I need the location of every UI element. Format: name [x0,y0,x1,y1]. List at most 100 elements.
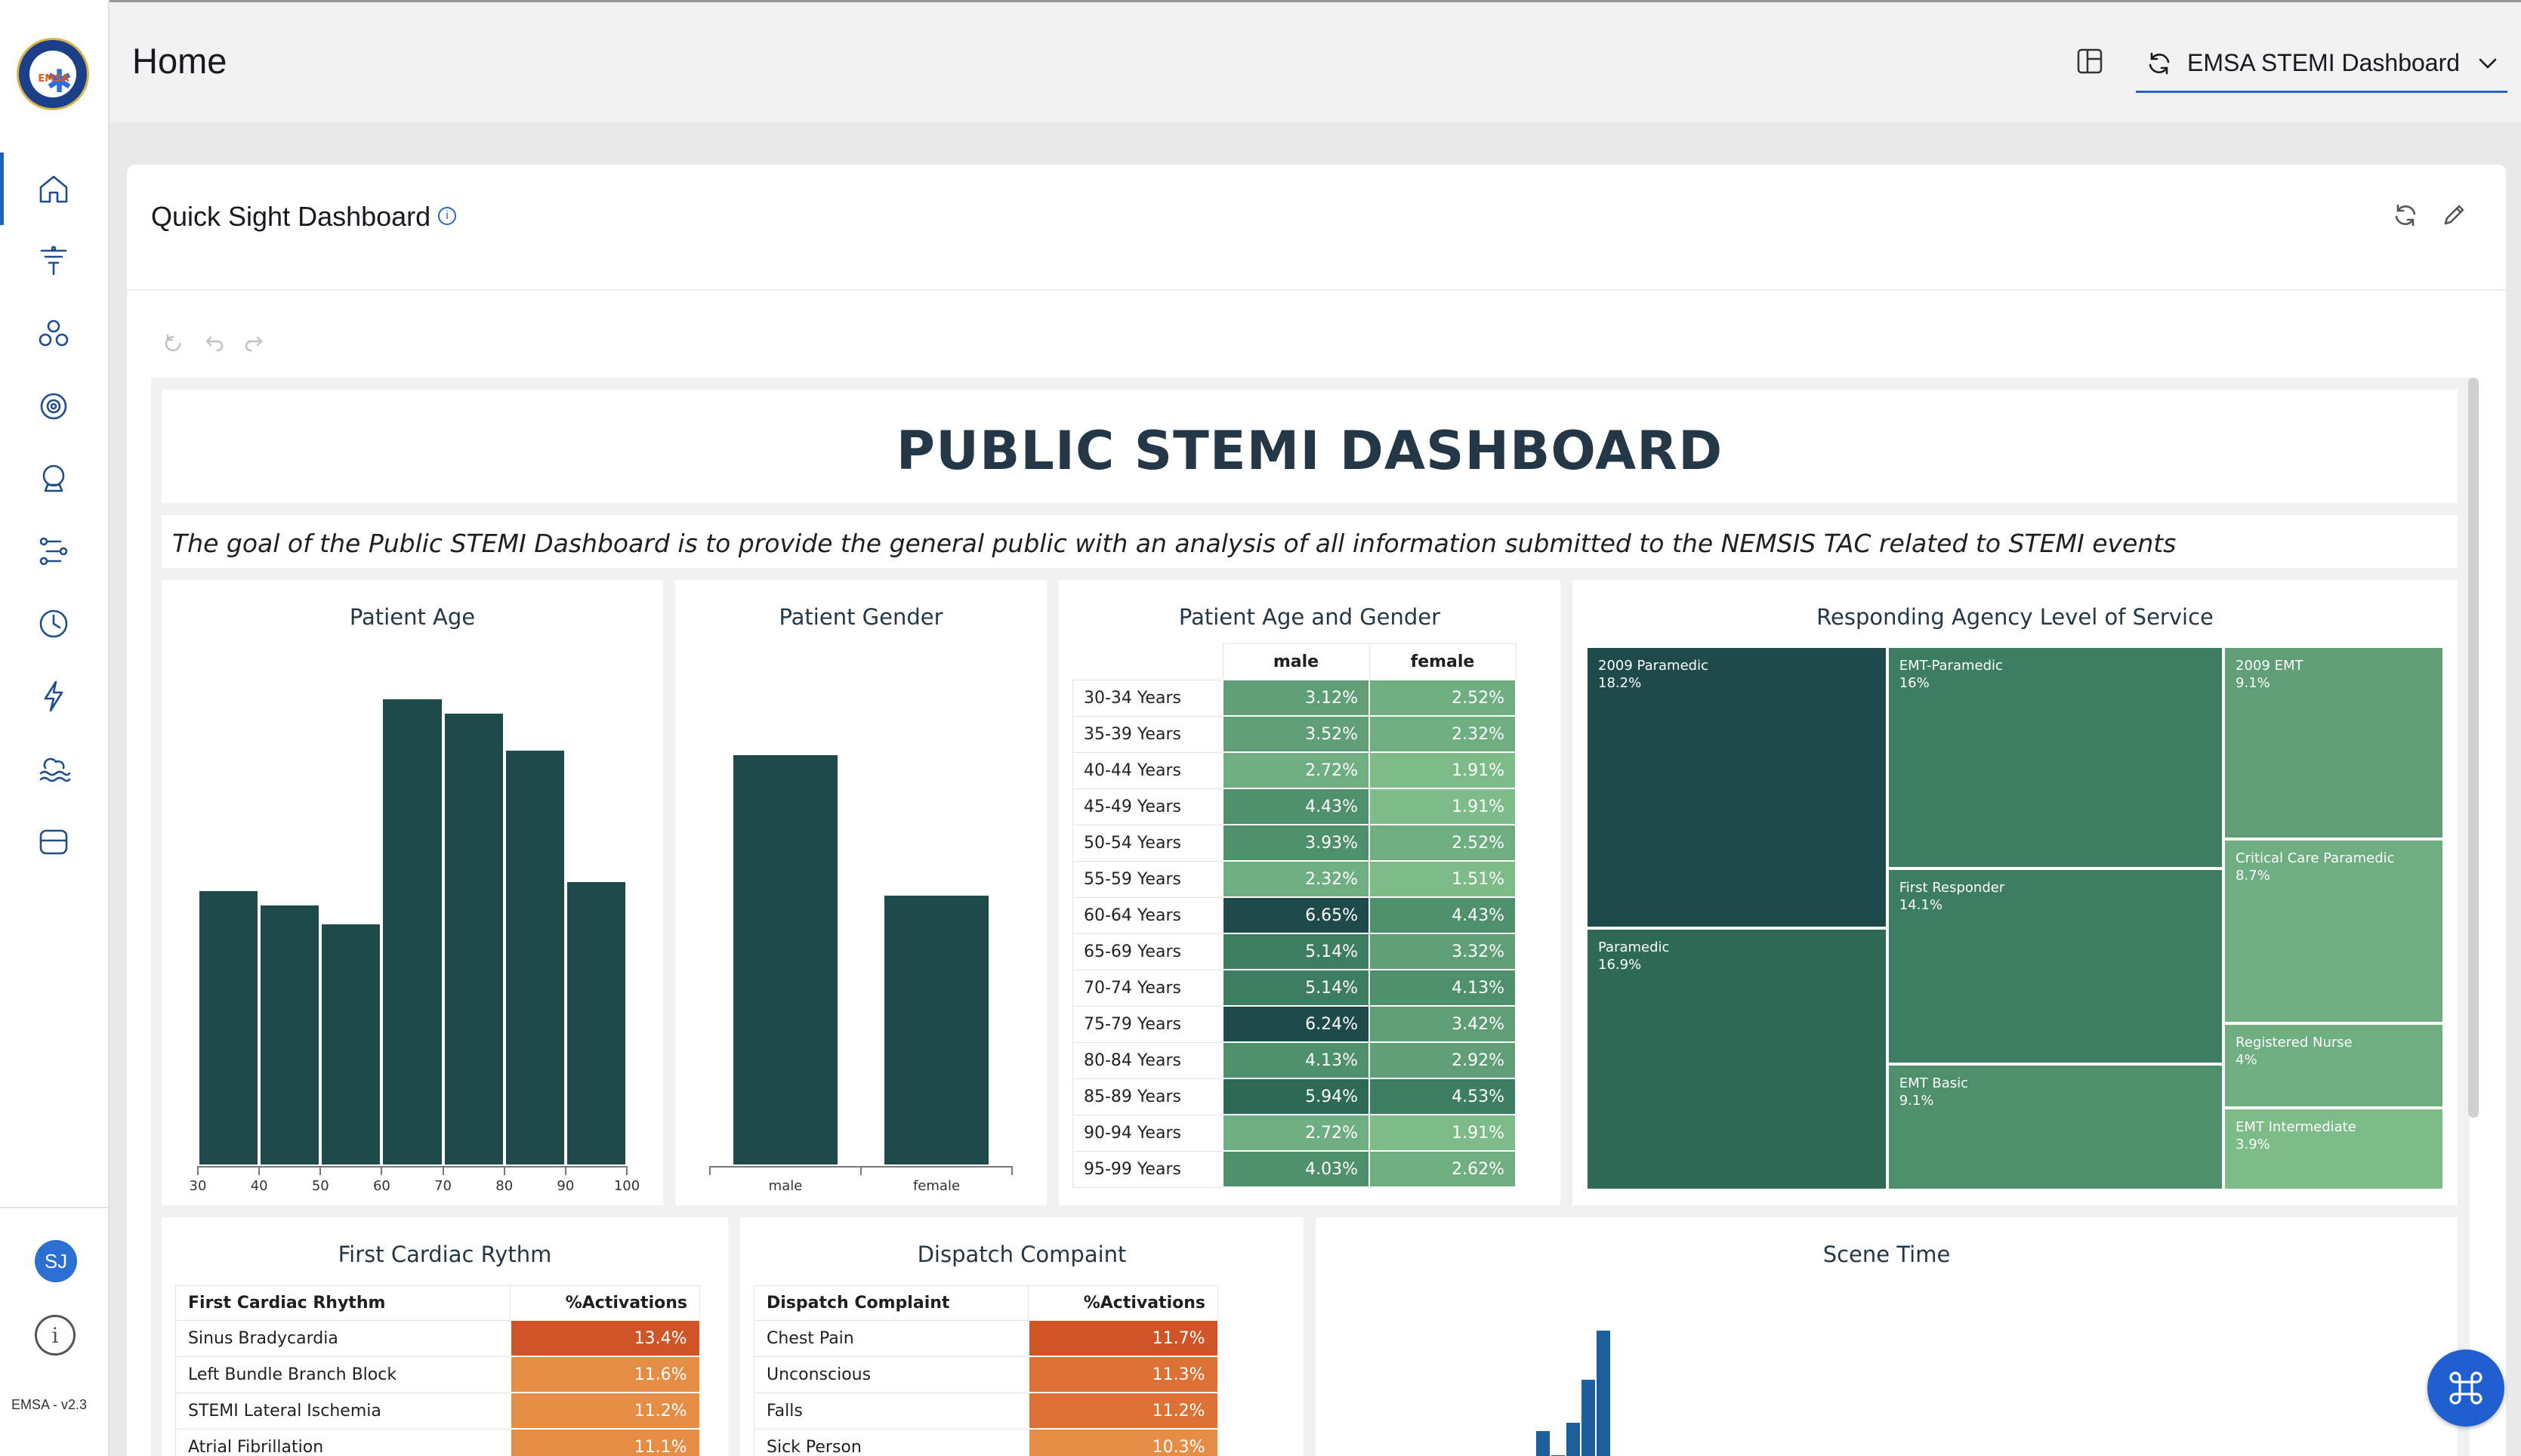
reset-button[interactable] [162,332,184,359]
card-info-icon[interactable]: i [438,207,456,225]
value-cell-male[interactable]: 3.93% [1222,824,1370,862]
table-row[interactable]: 45-49 Years 4.43% 1.91% [1072,788,1517,825]
treemap-cell[interactable]: EMT Basic 9.1% [1887,1063,2224,1190]
nav-filter[interactable] [32,240,75,282]
histogram-bar[interactable] [198,890,260,1166]
treemap-cell[interactable]: Critical Care Paramedic 8.7% [2223,838,2444,1023]
treemap-cell[interactable]: Paramedic 16.9% [1586,928,1887,1190]
table-row[interactable]: 40-44 Years 2.72% 1.91% [1072,751,1517,789]
card-refresh-button[interactable] [2391,201,2420,233]
treemap-cell[interactable]: First Responder 14.1% [1887,868,2224,1064]
user-avatar[interactable]: SJ [35,1240,77,1282]
cardiac-rhythm-visual[interactable]: First Cardiac Rythm First Cardiac Rhythm… [162,1217,728,1456]
scene-time-bar[interactable] [1566,1422,1580,1456]
age-gender-visual[interactable]: Patient Age and Gender male female 30-34… [1059,580,1560,1205]
dashboard-scrollbar[interactable] [2468,378,2479,1118]
nav-predict[interactable] [32,458,75,500]
table-row[interactable]: STEMI Lateral Ischemia 11.2% [175,1392,701,1430]
table-row[interactable]: Sick Person 10.3% [754,1428,1219,1456]
nav-history[interactable] [32,603,75,645]
table-row[interactable]: Unconscious 11.3% [754,1356,1219,1393]
value-cell-female[interactable]: 4.43% [1368,896,1517,934]
scene-time-bar[interactable] [1597,1331,1610,1456]
treemap-cell[interactable]: 2009 Paramedic 18.2% [1586,646,1887,929]
histogram-bar[interactable] [259,903,321,1166]
redo-button[interactable] [243,332,266,359]
table-row[interactable]: 65-69 Years 5.14% 3.32% [1072,933,1517,970]
layout-toggle-button[interactable] [2075,46,2105,76]
value-cell-male[interactable]: 4.43% [1222,788,1370,825]
table-row[interactable]: Chest Pain 11.7% [754,1319,1219,1357]
value-cell-male[interactable]: 5.94% [1222,1078,1370,1115]
value-cell-female[interactable]: 3.42% [1368,1005,1517,1043]
treemap-cell[interactable]: 2009 EMT 9.1% [2223,646,2444,839]
nav-settings[interactable] [32,385,75,427]
column-header-female[interactable]: female [1368,643,1517,680]
value-cell-male[interactable]: 3.12% [1222,679,1370,717]
table-row[interactable]: Atrial Fibrillation 11.1% [175,1428,701,1456]
table-row[interactable]: 85-89 Years 5.94% 4.53% [1072,1078,1517,1115]
histogram-bar[interactable] [565,880,627,1166]
table-row[interactable]: 50-54 Years 3.93% 2.52% [1072,824,1517,862]
patient-age-visual[interactable]: Patient Age 30 40 50 60 70 80 90 100 [162,580,663,1205]
gender-bar[interactable] [883,893,990,1166]
table-row[interactable]: 35-39 Years 3.52% 2.32% [1072,715,1517,753]
histogram-bar[interactable] [381,698,443,1166]
table-row[interactable]: 80-84 Years 4.13% 2.92% [1072,1041,1517,1079]
gender-bar[interactable] [732,754,839,1166]
value-cell-male[interactable]: 2.72% [1222,1114,1370,1152]
table-row[interactable]: 60-64 Years 6.65% 4.43% [1072,896,1517,934]
nav-groups[interactable] [32,313,75,355]
nav-weather[interactable] [32,748,75,790]
nav-data[interactable] [32,820,75,862]
table-row[interactable]: 30-34 Years 3.12% 2.52% [1072,679,1517,717]
column-header-male[interactable]: male [1222,643,1370,680]
patient-gender-visual[interactable]: Patient Gender male female [675,580,1047,1205]
treemap-cell[interactable]: EMT-Paramedic 16% [1887,646,2224,868]
value-cell-female[interactable]: 2.92% [1368,1041,1517,1079]
nav-routes[interactable] [32,530,75,572]
table-row[interactable]: 70-74 Years 5.14% 4.13% [1072,969,1517,1007]
undo-button[interactable] [202,332,225,359]
histogram-bar[interactable] [443,711,505,1166]
table-row[interactable]: Falls 11.2% [754,1392,1219,1430]
card-edit-button[interactable] [2439,201,2468,233]
value-cell-male[interactable]: 2.72% [1222,751,1370,789]
treemap-cell[interactable]: Registered Nurse 4% [2223,1023,2444,1108]
histogram-bar[interactable] [320,922,382,1166]
value-cell-female[interactable]: 4.53% [1368,1078,1517,1115]
treemap-cell[interactable]: EMT Intermediate 3.9% [2223,1107,2444,1190]
table-row[interactable]: Sinus Bradycardia 13.4% [175,1319,701,1357]
value-cell-female[interactable]: 1.91% [1368,788,1517,825]
table-row[interactable]: 90-94 Years 2.72% 1.91% [1072,1114,1517,1152]
value-cell-female[interactable]: 3.32% [1368,933,1517,970]
command-palette-button[interactable] [2427,1350,2504,1427]
scene-time-bar[interactable] [1536,1431,1550,1456]
value-cell-male[interactable]: 5.14% [1222,933,1370,970]
value-cell-male[interactable]: 4.13% [1222,1041,1370,1079]
info-button[interactable]: i [35,1315,76,1356]
value-cell-male[interactable]: 3.52% [1222,715,1370,753]
nav-home[interactable] [32,168,75,210]
value-cell-female[interactable]: 1.91% [1368,1114,1517,1152]
column-header[interactable]: Dispatch Complaint [754,1285,1029,1321]
histogram-bar[interactable] [504,749,566,1166]
column-header[interactable]: %Activations [1028,1285,1218,1321]
table-row[interactable]: 95-99 Years 4.03% 2.62% [1072,1150,1517,1188]
agency-level-visual[interactable]: Responding Agency Level of Service 2009 … [1572,580,2458,1205]
value-cell-male[interactable]: 4.03% [1222,1150,1370,1188]
value-cell-female[interactable]: 2.52% [1368,679,1517,717]
value-cell-female[interactable]: 2.32% [1368,715,1517,753]
table-row[interactable]: 75-79 Years 6.24% 3.42% [1072,1005,1517,1043]
value-cell-male[interactable]: 6.24% [1222,1005,1370,1043]
nav-alerts[interactable] [32,675,75,717]
value-cell-female[interactable]: 4.13% [1368,969,1517,1007]
value-cell-female[interactable]: 1.51% [1368,860,1517,898]
emsa-logo[interactable]: ✱ EMSA [17,38,89,110]
scene-time-visual[interactable]: Scene Time [1316,1217,2458,1456]
value-cell-female[interactable]: 2.52% [1368,824,1517,862]
dashboard-select[interactable]: EMSA STEMI Dashboard [2136,35,2507,93]
column-header[interactable]: %Activations [510,1285,700,1321]
value-cell-female[interactable]: 2.62% [1368,1150,1517,1188]
scene-time-bar[interactable] [1581,1379,1595,1456]
